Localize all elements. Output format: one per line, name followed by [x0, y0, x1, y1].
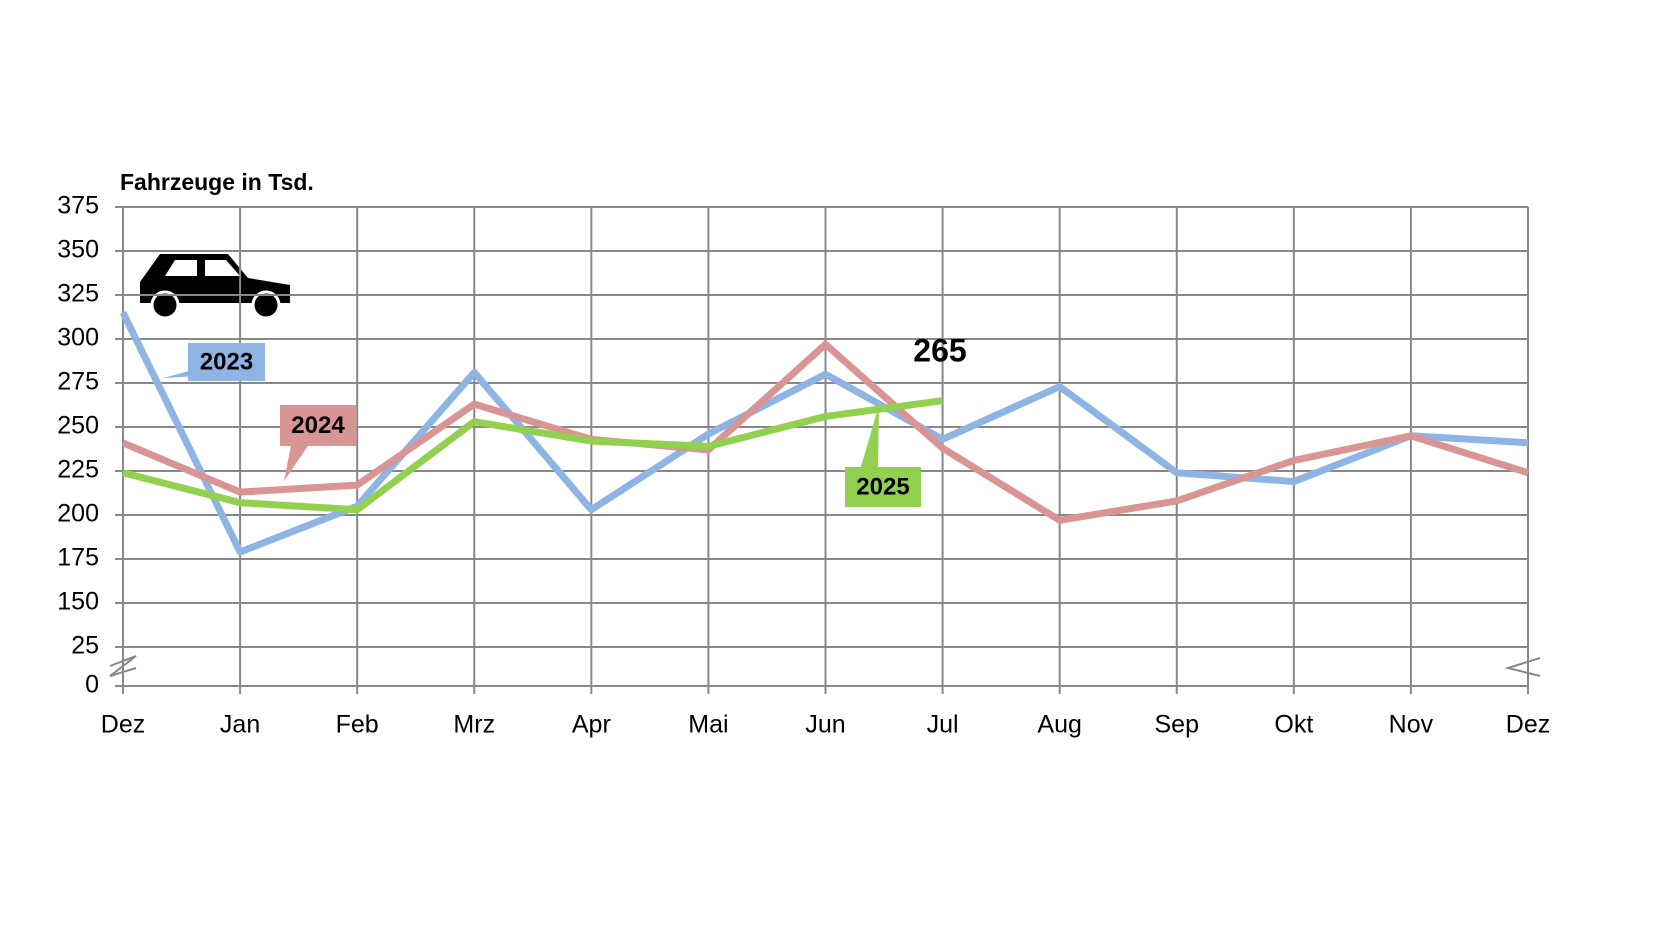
annotation: 265 — [913, 332, 966, 368]
legend-label: 2024 — [291, 412, 345, 439]
series-line — [121, 340, 1530, 524]
callout-box — [845, 467, 921, 507]
x-tick-label: Nov — [1389, 711, 1434, 739]
y-axis-label: Fahrzeuge in Tsd. — [120, 169, 314, 195]
callout-pointer — [284, 440, 312, 481]
y-tick-label: 225 — [57, 456, 99, 484]
car-icon — [140, 254, 290, 320]
x-tick-label: Dez — [101, 711, 145, 739]
x-tick-label: Aug — [1037, 711, 1081, 739]
y-tick-label: 325 — [57, 280, 99, 308]
series-callout: 2025 — [845, 405, 921, 507]
x-tick-label: Dez — [1506, 711, 1550, 739]
x-tick-label: Mrz — [453, 711, 495, 739]
callout-box — [280, 405, 356, 446]
y-tick-label: 150 — [57, 588, 99, 616]
x-tick-label: Apr — [572, 711, 611, 739]
x-tick-label: Feb — [336, 711, 379, 739]
x-tick-label: Jan — [220, 711, 260, 739]
y-tick-label: 175 — [57, 544, 99, 572]
y-tick-label: 0 — [85, 671, 99, 699]
y-tick-label: 300 — [57, 324, 99, 352]
y-tick-label: 375 — [57, 192, 99, 220]
x-tick-label: Mai — [688, 711, 728, 739]
axis-break — [1504, 657, 1541, 677]
series-callout: 2024 — [280, 405, 356, 481]
y-tick-label: 275 — [57, 368, 99, 396]
x-tick-label: Jun — [805, 711, 845, 739]
y-tick-label: 200 — [57, 500, 99, 528]
axis-break — [109, 655, 137, 677]
series-line — [122, 397, 944, 514]
series-callout: 2023 — [163, 343, 265, 381]
x-tick-label: Jul — [927, 711, 959, 739]
x-tick-label: Okt — [1274, 711, 1313, 739]
callout-pointer — [860, 405, 879, 470]
x-tick-label: Sep — [1155, 711, 1199, 739]
legend-label: 2025 — [856, 473, 909, 500]
y-tick-label: 250 — [57, 412, 99, 440]
callout-box — [188, 343, 265, 381]
y-tick-label: 350 — [57, 236, 99, 264]
y-tick-label: 25 — [71, 632, 99, 660]
legend-label: 2023 — [200, 348, 253, 375]
